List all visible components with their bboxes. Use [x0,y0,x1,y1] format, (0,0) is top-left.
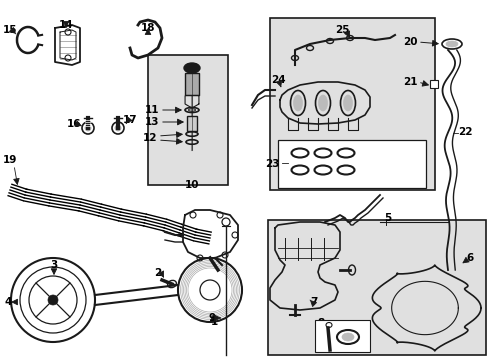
Text: 8: 8 [317,318,324,328]
Bar [268,220,486,355]
Text: 18: 18 [141,23,155,33]
Text: 1: 1 [210,317,218,327]
Ellipse shape [294,95,302,111]
Text: 22: 22 [458,127,472,137]
Text: 2: 2 [154,268,162,278]
Text: 13: 13 [145,117,159,127]
Text: 12: 12 [143,133,157,143]
Ellipse shape [446,41,458,47]
Circle shape [115,125,121,131]
Bar [270,18,435,190]
Text: 4: 4 [4,297,12,307]
Ellipse shape [342,333,354,341]
Bar [278,140,426,188]
Text: 17: 17 [122,115,137,125]
Text: 9: 9 [208,313,216,323]
Text: 25: 25 [335,25,349,35]
Text: 15: 15 [3,25,17,35]
Ellipse shape [343,95,352,111]
Text: 6: 6 [466,253,474,263]
Circle shape [48,295,58,305]
Ellipse shape [184,63,200,73]
Text: 21: 21 [403,77,417,87]
Bar [315,320,370,352]
Text: 19: 19 [3,155,17,165]
Text: 24: 24 [270,75,285,85]
Text: 10: 10 [185,180,199,190]
Text: 3: 3 [50,260,58,270]
Text: 23: 23 [266,159,280,169]
Text: 5: 5 [384,213,392,223]
Bar [430,80,438,88]
Text: 7: 7 [310,297,318,307]
Bar [148,55,228,185]
Bar [187,116,197,131]
Text: 11: 11 [145,105,159,115]
Ellipse shape [318,95,327,111]
Text: 20: 20 [403,37,417,47]
Text: 16: 16 [67,119,81,129]
Circle shape [85,125,91,131]
Bar [185,73,199,95]
Text: 14: 14 [59,20,74,30]
